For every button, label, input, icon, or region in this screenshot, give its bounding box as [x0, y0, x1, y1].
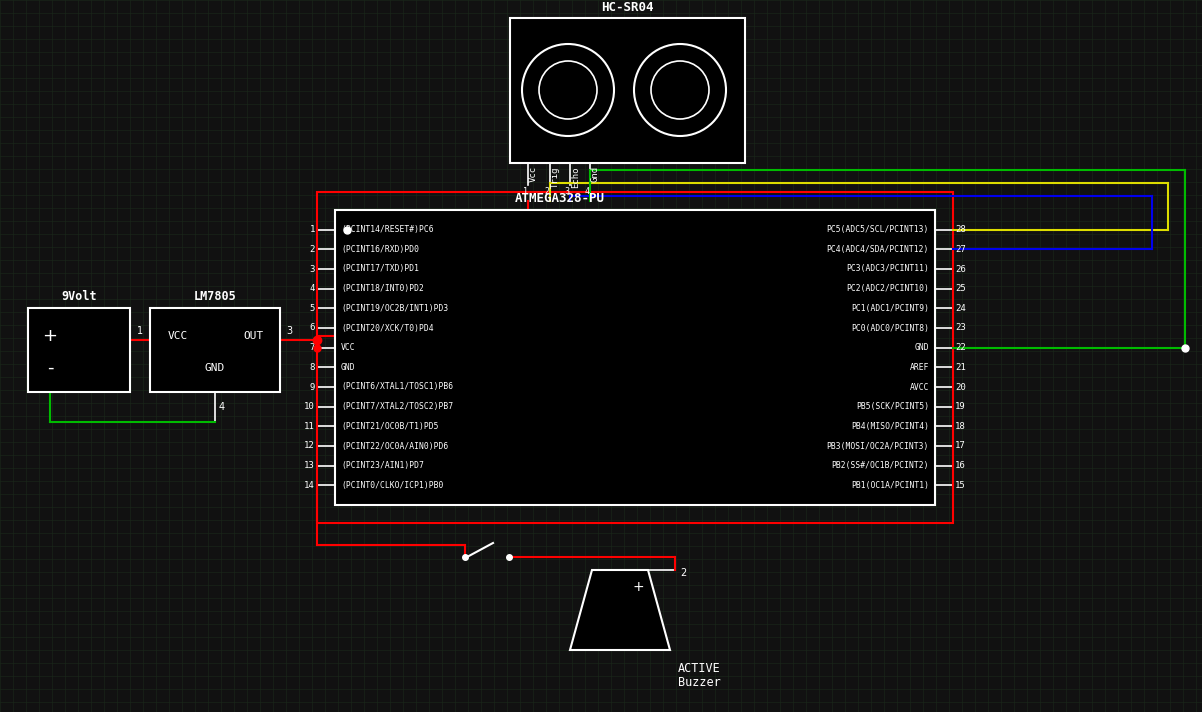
Text: 1: 1 — [310, 225, 315, 234]
Text: Gnd: Gnd — [591, 166, 600, 182]
Text: (PCINT16/RXD)PD0: (PCINT16/RXD)PD0 — [341, 245, 419, 254]
Text: 7: 7 — [310, 343, 315, 352]
Text: 14: 14 — [304, 481, 315, 490]
Text: GND: GND — [341, 363, 356, 372]
Text: Trig: Trig — [551, 166, 560, 187]
Text: 2: 2 — [545, 187, 549, 196]
Text: 9: 9 — [310, 382, 315, 392]
Text: ACTIVE: ACTIVE — [678, 662, 721, 675]
Text: GND: GND — [915, 343, 929, 352]
Text: 9Volt: 9Volt — [61, 290, 97, 303]
Text: 20: 20 — [956, 382, 965, 392]
Text: 10: 10 — [304, 402, 315, 411]
Bar — [28, 308, 130, 392]
Text: 3: 3 — [286, 326, 292, 336]
Text: PB5(SCK/PCINT5): PB5(SCK/PCINT5) — [856, 402, 929, 411]
Text: 1: 1 — [137, 326, 143, 336]
Text: 19: 19 — [956, 402, 965, 411]
Text: ATMEGA328-PU: ATMEGA328-PU — [514, 192, 605, 205]
Text: (PCINT23/AIN1)PD7: (PCINT23/AIN1)PD7 — [341, 461, 424, 470]
Text: PC2(ADC2/PCINT10): PC2(ADC2/PCINT10) — [846, 284, 929, 293]
Text: PC4(ADC4/SDA/PCINT12): PC4(ADC4/SDA/PCINT12) — [827, 245, 929, 254]
Text: +: + — [632, 580, 644, 594]
Text: HC-SR04: HC-SR04 — [601, 1, 654, 14]
Text: Echo: Echo — [571, 166, 581, 187]
Text: 16: 16 — [956, 461, 965, 470]
Circle shape — [633, 44, 726, 136]
Text: Vcc: Vcc — [529, 166, 538, 182]
Text: 17: 17 — [956, 441, 965, 451]
Text: PC1(ADC1/PCINT9): PC1(ADC1/PCINT9) — [851, 304, 929, 313]
Text: OUT: OUT — [243, 331, 263, 341]
Text: 5: 5 — [310, 304, 315, 313]
Text: GND: GND — [204, 363, 225, 373]
Text: -: - — [47, 359, 53, 377]
Text: AREF: AREF — [910, 363, 929, 372]
Text: 13: 13 — [304, 461, 315, 470]
Bar — [150, 308, 280, 392]
Text: 4: 4 — [219, 402, 225, 412]
Text: PC0(ADC0/PCINT8): PC0(ADC0/PCINT8) — [851, 323, 929, 333]
Text: PB3(MOSI/OC2A/PCINT3): PB3(MOSI/OC2A/PCINT3) — [827, 441, 929, 451]
Text: 4: 4 — [310, 284, 315, 293]
Text: 28: 28 — [956, 225, 965, 234]
Text: 27: 27 — [956, 245, 965, 254]
Text: (PCINT19/OC2B/INT1)PD3: (PCINT19/OC2B/INT1)PD3 — [341, 304, 448, 313]
Text: 18: 18 — [956, 422, 965, 431]
Text: 4: 4 — [584, 187, 589, 196]
Text: 25: 25 — [956, 284, 965, 293]
Text: (PCINT6/XTAL1/TOSC1)PB6: (PCINT6/XTAL1/TOSC1)PB6 — [341, 382, 453, 392]
Text: (PCINT0/CLKO/ICP1)PB0: (PCINT0/CLKO/ICP1)PB0 — [341, 481, 444, 490]
Circle shape — [651, 61, 709, 119]
Text: VCC: VCC — [341, 343, 356, 352]
Text: LM7805: LM7805 — [194, 290, 237, 303]
Text: +: + — [42, 327, 58, 345]
Text: (PCINT14/RESET#)PC6: (PCINT14/RESET#)PC6 — [341, 225, 434, 234]
Text: (PCINT21/OC0B/T1)PD5: (PCINT21/OC0B/T1)PD5 — [341, 422, 439, 431]
Text: 11: 11 — [304, 422, 315, 431]
Text: (PCINT20/XCK/T0)PD4: (PCINT20/XCK/T0)PD4 — [341, 323, 434, 333]
Bar — [335, 210, 935, 505]
Text: PB4(MISO/PCINT4): PB4(MISO/PCINT4) — [851, 422, 929, 431]
Text: 2: 2 — [310, 245, 315, 254]
Text: (PCINT7/XTAL2/TOSC2)PB7: (PCINT7/XTAL2/TOSC2)PB7 — [341, 402, 453, 411]
Text: (PCINT22/OC0A/AIN0)PD6: (PCINT22/OC0A/AIN0)PD6 — [341, 441, 448, 451]
Text: 3: 3 — [565, 187, 570, 196]
Text: (PCINT17/TXD)PD1: (PCINT17/TXD)PD1 — [341, 264, 419, 273]
Text: (PCINT18/INT0)PD2: (PCINT18/INT0)PD2 — [341, 284, 424, 293]
Circle shape — [538, 61, 597, 119]
Text: AVCC: AVCC — [910, 382, 929, 392]
Text: VCC: VCC — [168, 331, 189, 341]
Text: 8: 8 — [310, 363, 315, 372]
Text: 2: 2 — [680, 568, 686, 578]
Text: 6: 6 — [310, 323, 315, 333]
Circle shape — [522, 44, 614, 136]
Bar — [317, 192, 953, 523]
Text: 21: 21 — [956, 363, 965, 372]
Polygon shape — [570, 570, 670, 650]
Text: PB2(SS#/OC1B/PCINT2): PB2(SS#/OC1B/PCINT2) — [832, 461, 929, 470]
Text: PB1(OC1A/PCINT1): PB1(OC1A/PCINT1) — [851, 481, 929, 490]
Text: 26: 26 — [956, 264, 965, 273]
Text: 22: 22 — [956, 343, 965, 352]
Text: 1: 1 — [523, 187, 528, 196]
Text: PC5(ADC5/SCL/PCINT13): PC5(ADC5/SCL/PCINT13) — [827, 225, 929, 234]
Text: 23: 23 — [956, 323, 965, 333]
Text: 15: 15 — [956, 481, 965, 490]
Bar — [510, 18, 745, 163]
Text: 12: 12 — [304, 441, 315, 451]
Text: 24: 24 — [956, 304, 965, 313]
Text: PC3(ADC3/PCINT11): PC3(ADC3/PCINT11) — [846, 264, 929, 273]
Text: Buzzer: Buzzer — [678, 676, 721, 689]
Text: 3: 3 — [310, 264, 315, 273]
